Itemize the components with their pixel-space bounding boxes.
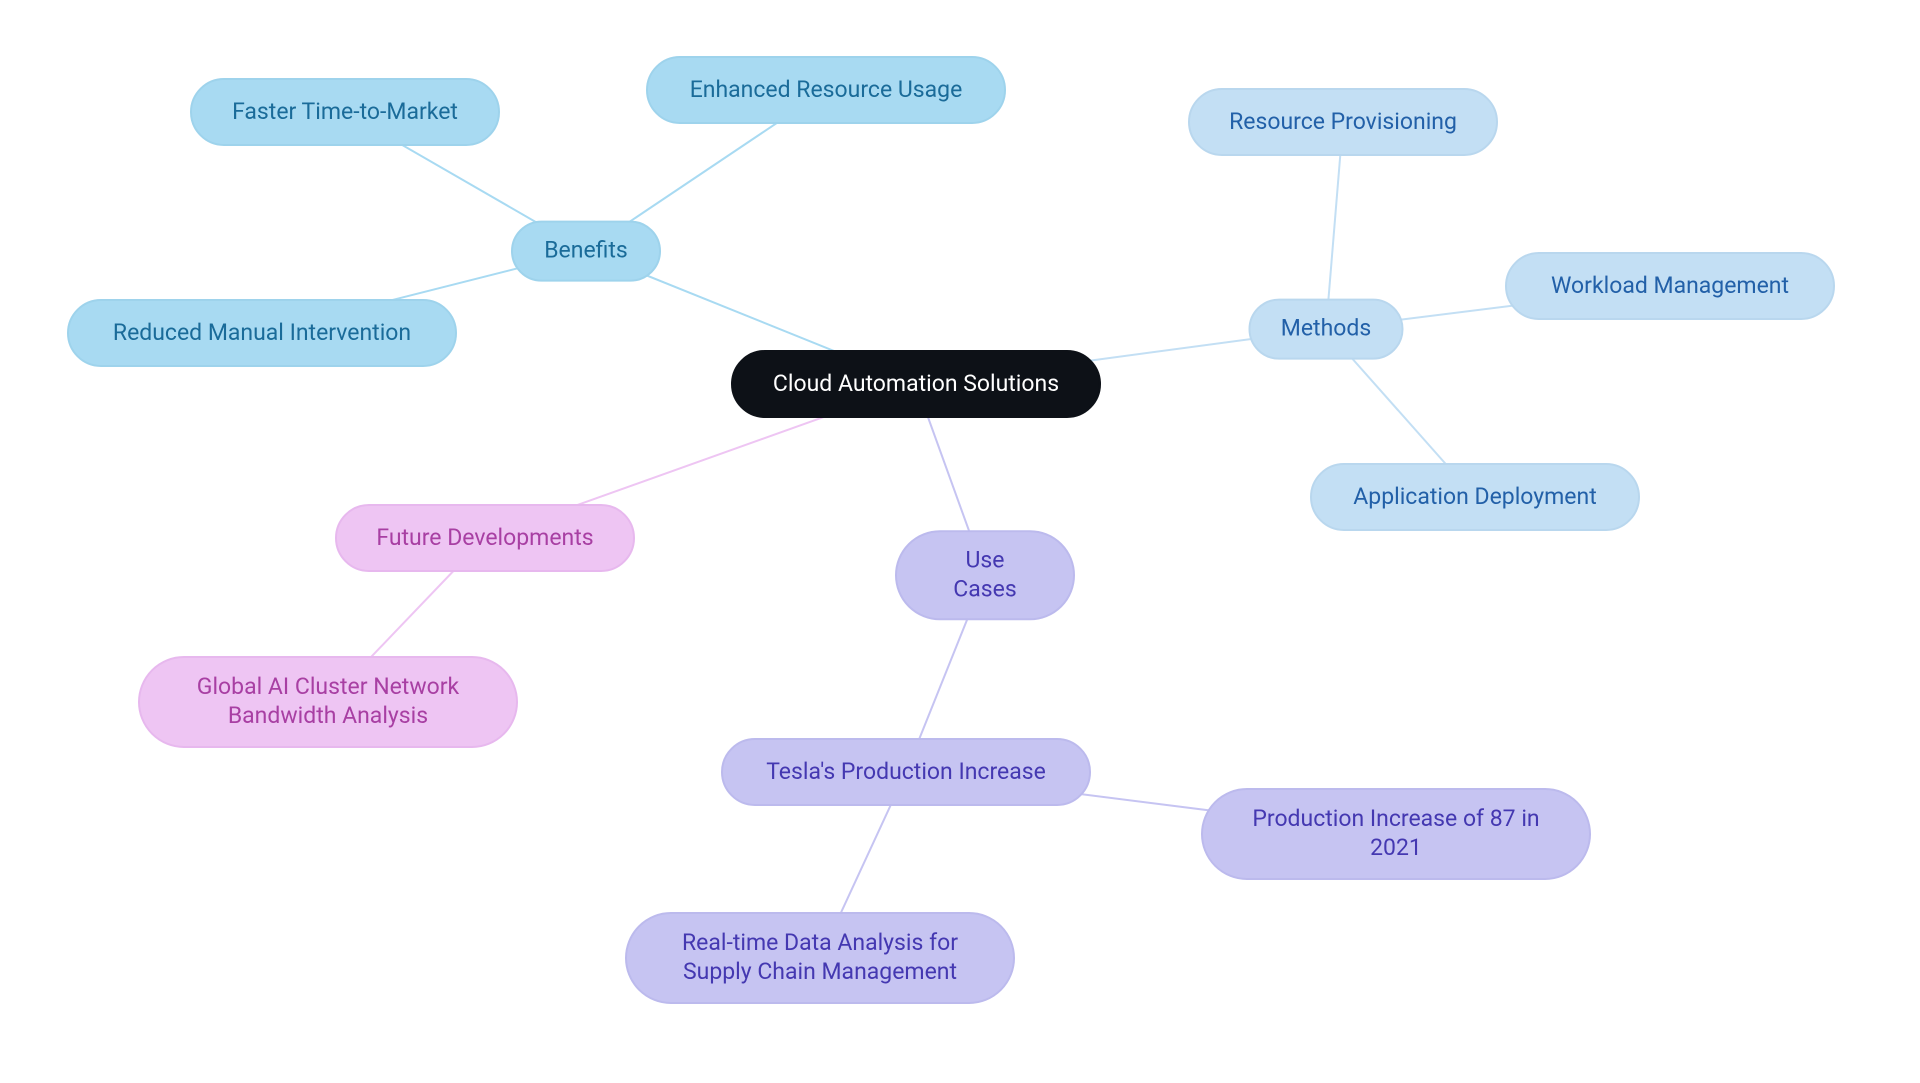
node-usecases: Use Cases (895, 530, 1075, 620)
node-b1: Faster Time-to-Market (190, 78, 500, 146)
node-m1: Resource Provisioning (1188, 88, 1498, 156)
node-f1: Global AI Cluster Network Bandwidth Anal… (138, 656, 518, 748)
node-u1: Tesla's Production Increase (721, 738, 1091, 806)
node-benefits: Benefits (511, 221, 661, 282)
diagram-canvas: Cloud Automation Solutions Benefits Faster… (0, 0, 1920, 1083)
node-m2: Workload Management (1505, 252, 1835, 320)
node-b3: Reduced Manual Intervention (67, 299, 457, 367)
node-methods: Methods (1249, 299, 1404, 360)
node-future: Future Developments (335, 504, 635, 572)
node-u3: Real-time Data Analysis for Supply Chain… (625, 912, 1015, 1004)
node-u2: Production Increase of 87 in 2021 (1201, 788, 1591, 880)
node-b2: Enhanced Resource Usage (646, 56, 1006, 124)
node-m3: Application Deployment (1310, 463, 1640, 531)
node-root: Cloud Automation Solutions (731, 350, 1101, 418)
